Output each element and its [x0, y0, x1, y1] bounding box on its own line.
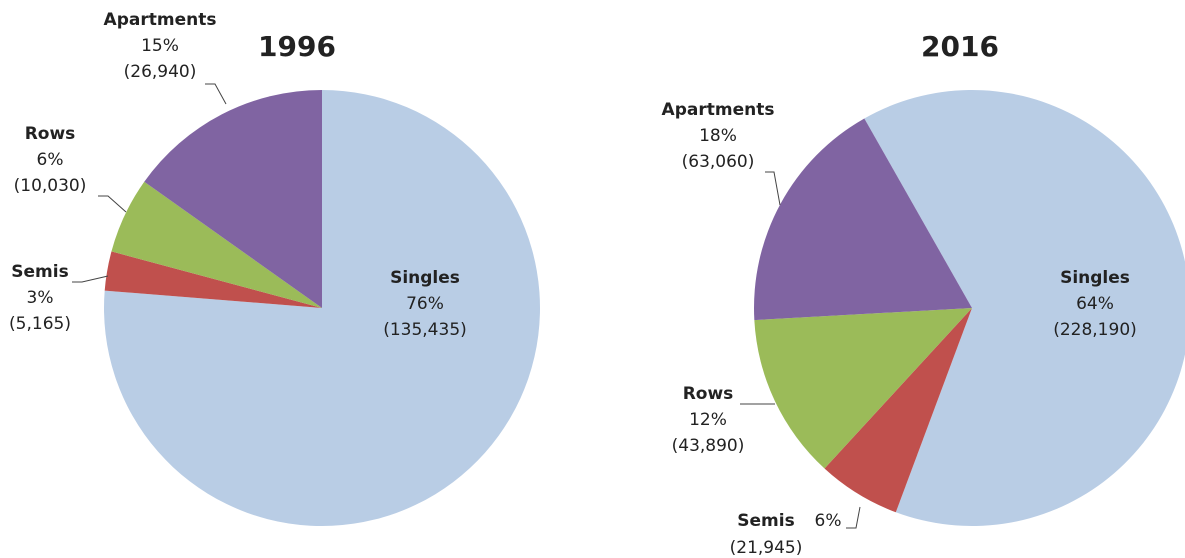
slice-name: Singles: [390, 268, 460, 288]
leader-line: [765, 171, 781, 206]
pie-slice: [864, 90, 1185, 526]
slice-count: (135,435): [383, 320, 467, 340]
slice-count: (43,890): [672, 436, 745, 456]
leader-line: [72, 275, 109, 283]
leader-line: [205, 83, 227, 105]
pie-slice: [104, 251, 323, 308]
slice-count: (21,945): [730, 538, 803, 558]
slice-percent: 18%: [699, 126, 737, 146]
pie-slice: [144, 90, 322, 308]
pie-slice: [824, 308, 972, 513]
slice-name: Rows: [683, 384, 734, 404]
slice-name: Singles: [1060, 268, 1130, 288]
slice-count: (228,190): [1053, 320, 1137, 340]
slice-count: (5,165): [9, 314, 71, 334]
pie-slice: [104, 90, 540, 526]
slice-percent: 6%: [815, 511, 842, 531]
leader-lines: [72, 83, 861, 529]
slice-count: (26,940): [124, 62, 197, 82]
slice-name: Rows: [25, 124, 76, 144]
slice-percent: 76%: [406, 294, 444, 314]
leader-line: [98, 195, 127, 213]
slice-name: Semis: [737, 511, 794, 531]
slice-count: (63,060): [682, 152, 755, 172]
slice-percent: 6%: [37, 150, 64, 170]
chart-title: 1996: [258, 30, 336, 63]
slice-name: Semis: [11, 262, 68, 282]
slice-percent: 12%: [689, 410, 727, 430]
pie-slice: [111, 181, 322, 308]
leader-line: [846, 506, 861, 529]
slice-count: (10,030): [14, 176, 87, 196]
slice-percent: 15%: [141, 36, 179, 56]
pie-slice: [754, 118, 972, 321]
slice-name: Apartments: [662, 100, 775, 120]
slice-name: Apartments: [104, 10, 217, 30]
chart-title: 2016: [921, 30, 999, 63]
slice-percent: 3%: [27, 288, 54, 308]
pie-slice: [754, 308, 972, 469]
slice-percent: 64%: [1076, 294, 1114, 314]
